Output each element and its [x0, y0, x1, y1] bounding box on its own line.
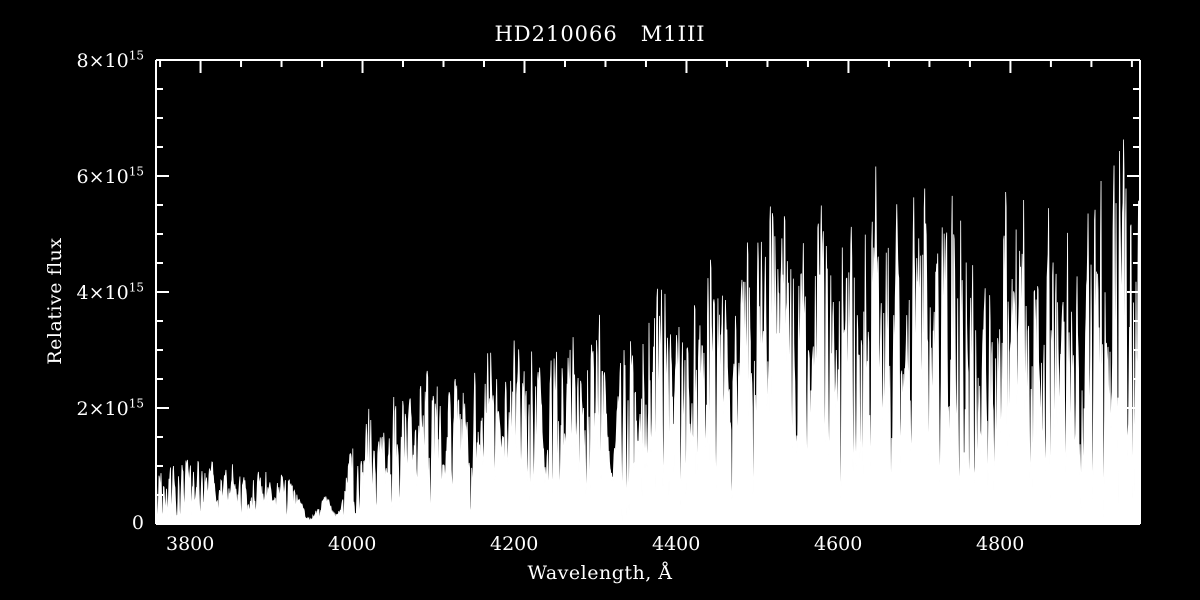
y-tick-label-8e15: 8×1015	[76, 48, 144, 72]
y-tick-label-0: 0	[131, 512, 144, 534]
x-tick-label-4000: 4000	[328, 533, 377, 555]
x-tick-label-4400: 4400	[652, 533, 701, 555]
x-tick-label-3800: 3800	[166, 533, 215, 555]
x-tick-label-4600: 4600	[814, 533, 863, 555]
y-tick-label-4e15: 4×1015	[76, 280, 144, 304]
spectrum-trace	[156, 139, 1140, 524]
x-axis-title: Wavelength, Å	[527, 562, 673, 584]
y-tick-label-2e15: 2×1015	[76, 396, 144, 420]
x-tick-label-4200: 4200	[490, 533, 539, 555]
y-tick-label-6e15: 6×1015	[76, 164, 144, 188]
plot-frame	[155, 59, 1141, 525]
page-title: HD210066 M1III	[494, 22, 706, 46]
y-axis-title: Relative flux	[44, 237, 66, 365]
x-tick-label-4800: 4800	[976, 533, 1025, 555]
